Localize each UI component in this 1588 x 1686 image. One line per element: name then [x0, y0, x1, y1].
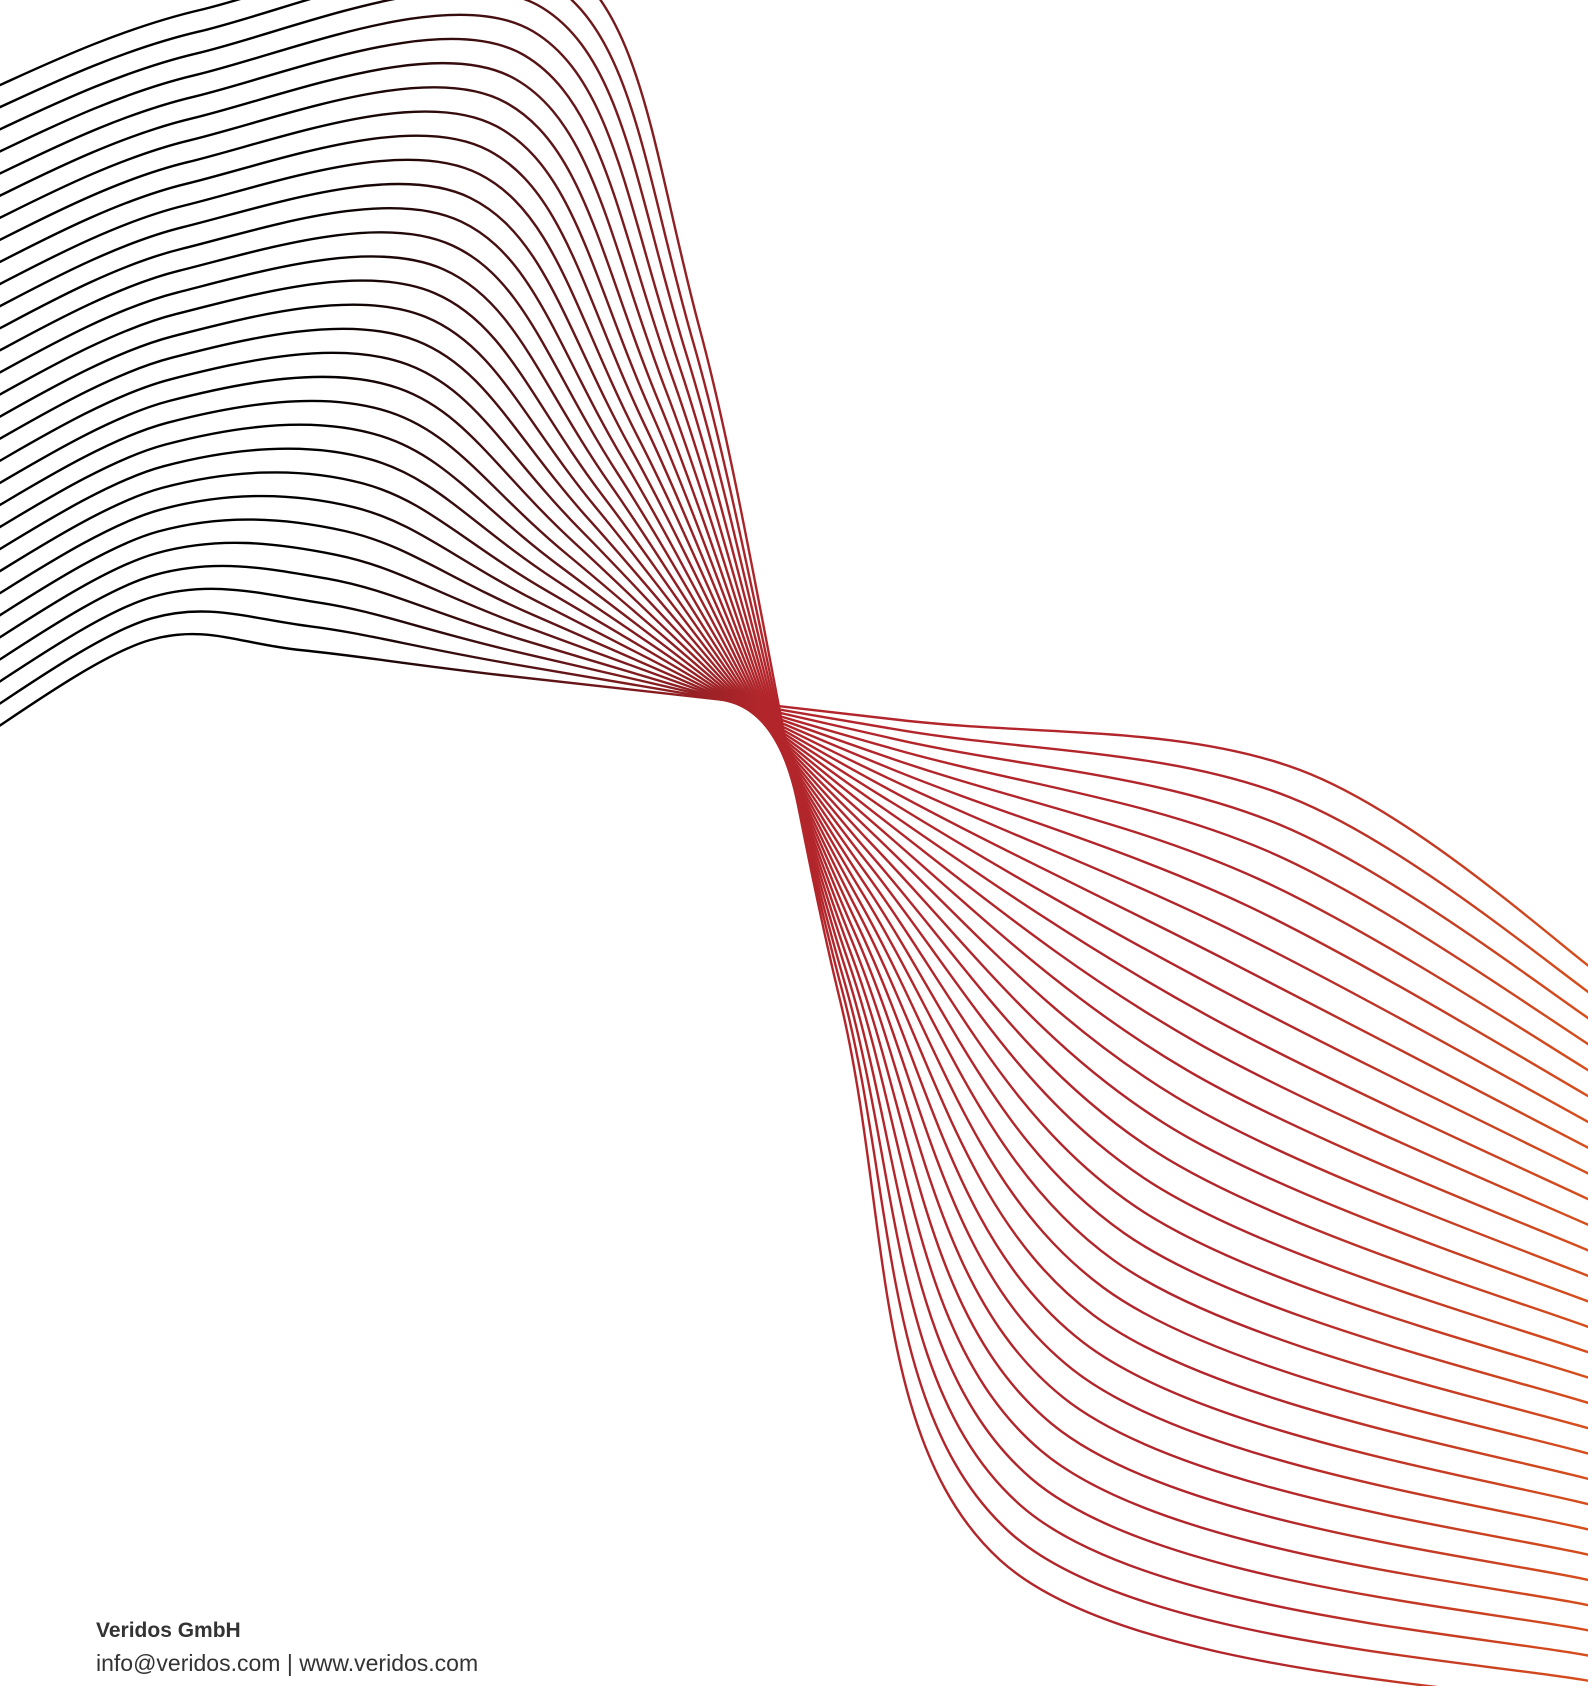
wave-line [0, 587, 1588, 1020]
wave-line [0, 231, 1588, 1405]
website-link[interactable]: www.veridos.com [299, 1650, 479, 1676]
footer: Veridos GmbH info@veridos.com | www.veri… [96, 1614, 478, 1680]
wave-line [0, 564, 1588, 1046]
wave-line [0, 61, 1588, 1582]
wave-line [0, 206, 1588, 1430]
email-link[interactable]: info@veridos.com [96, 1650, 281, 1676]
wave-line [0, 375, 1588, 1252]
contact-line: info@veridos.com | www.veridos.com [96, 1647, 478, 1680]
wave-line [0, 632, 1588, 968]
wave-line [0, 13, 1588, 1632]
contact-separator: | [286, 1650, 293, 1676]
wave-line [0, 610, 1588, 994]
wave-line [0, 158, 1588, 1481]
wave-line [0, 37, 1588, 1607]
wave-line [0, 399, 1588, 1226]
wave-line [0, 494, 1588, 1124]
wave-line [0, 110, 1588, 1531]
wave-line [0, 541, 1588, 1072]
wave-line [0, 86, 1588, 1556]
wave-line [0, 471, 1588, 1149]
wave-line [0, 303, 1588, 1328]
wave-line [0, 327, 1588, 1303]
wave-line [0, 182, 1588, 1455]
wave-line [0, 134, 1588, 1506]
wave-line [0, 279, 1588, 1354]
wave-line [0, 423, 1588, 1201]
wave-line [0, 518, 1588, 1098]
wave-line [0, 351, 1588, 1278]
wave-line [0, 255, 1588, 1379]
wave-line [0, 447, 1588, 1175]
company-name: Veridos GmbH [96, 1619, 241, 1642]
